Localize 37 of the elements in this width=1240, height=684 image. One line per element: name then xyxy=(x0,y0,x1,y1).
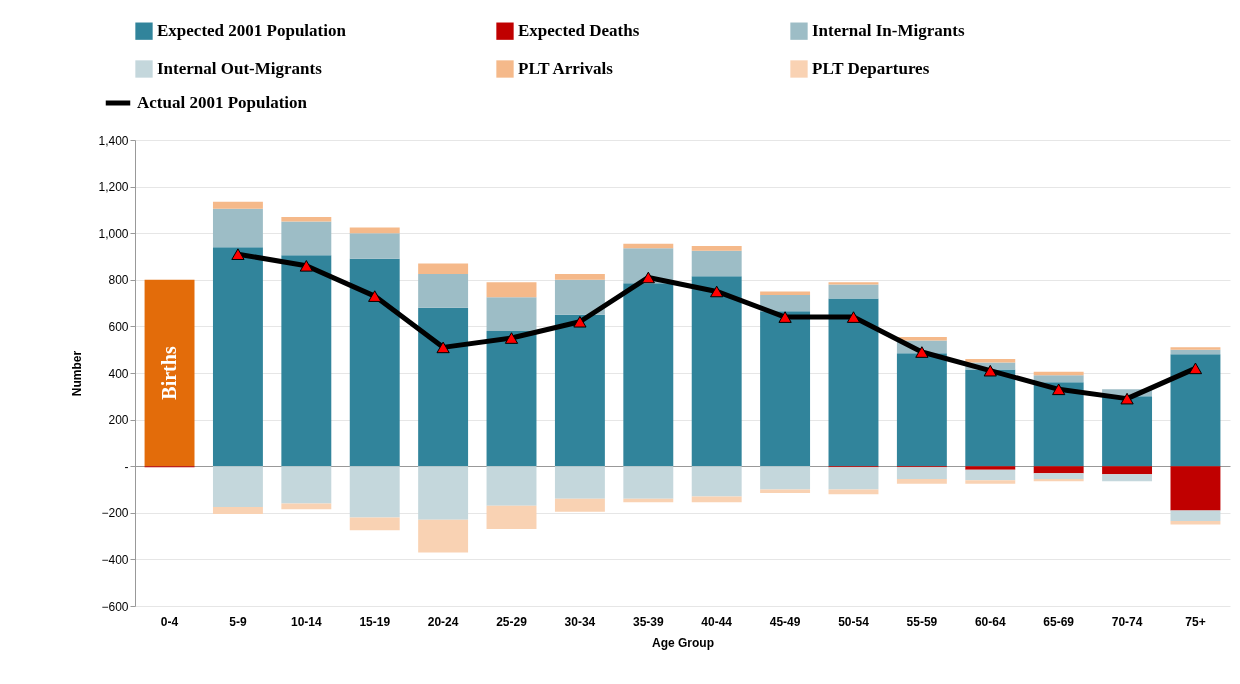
y-tick-label: −400 xyxy=(101,552,129,567)
y-tick-label: −200 xyxy=(101,506,129,521)
x-tick-label: 15-19 xyxy=(359,614,391,629)
x-tick-label: 5-9 xyxy=(229,614,247,629)
legend-label: PLT Departures xyxy=(812,59,930,78)
x-tick-label: 10-14 xyxy=(290,614,322,629)
legend-label: Expected Deaths xyxy=(518,21,640,41)
legend-label: Internal In-Migrants xyxy=(812,21,965,41)
x-tick-label: 50-54 xyxy=(838,614,870,629)
x-tick-label: 30-34 xyxy=(564,614,596,629)
annotation: Births xyxy=(157,346,180,400)
x-tick-label: 45-49 xyxy=(769,614,801,629)
x-axis-title: Age Group xyxy=(652,635,714,650)
y-tick-label: 600 xyxy=(108,319,129,334)
y-tick-label: 200 xyxy=(108,413,129,428)
x-tick-label: 60-64 xyxy=(974,614,1006,629)
y-tick-label: - xyxy=(124,459,129,474)
legend-label: Internal Out-Migrants xyxy=(157,59,323,78)
x-tick-label: 75+ xyxy=(1185,614,1206,629)
x-tick-label: 0-4 xyxy=(160,614,179,629)
y-tick-label: −600 xyxy=(101,599,129,614)
legend-label: PLT Arrivals xyxy=(518,59,614,78)
x-tick-label: 40-44 xyxy=(701,614,733,629)
x-tick-label: 25-29 xyxy=(496,614,528,629)
y-tick-label: 1,000 xyxy=(98,226,129,241)
legend-label: Expected 2001 Population xyxy=(157,21,347,41)
y-tick-label: 1,400 xyxy=(98,133,129,148)
y-tick-label: 1,200 xyxy=(98,180,129,195)
y-tick-label: 400 xyxy=(108,366,129,381)
x-tick-label: 35-39 xyxy=(632,614,664,629)
legend-label: Actual 2001 Population xyxy=(137,93,308,112)
y-axis-title: Number xyxy=(70,350,85,397)
x-tick-label: 55-59 xyxy=(906,614,938,629)
x-tick-label: 65-69 xyxy=(1043,614,1075,629)
y-tick-label: 800 xyxy=(108,273,129,288)
x-tick-label: 20-24 xyxy=(427,614,459,629)
x-tick-label: 70-74 xyxy=(1111,614,1143,629)
